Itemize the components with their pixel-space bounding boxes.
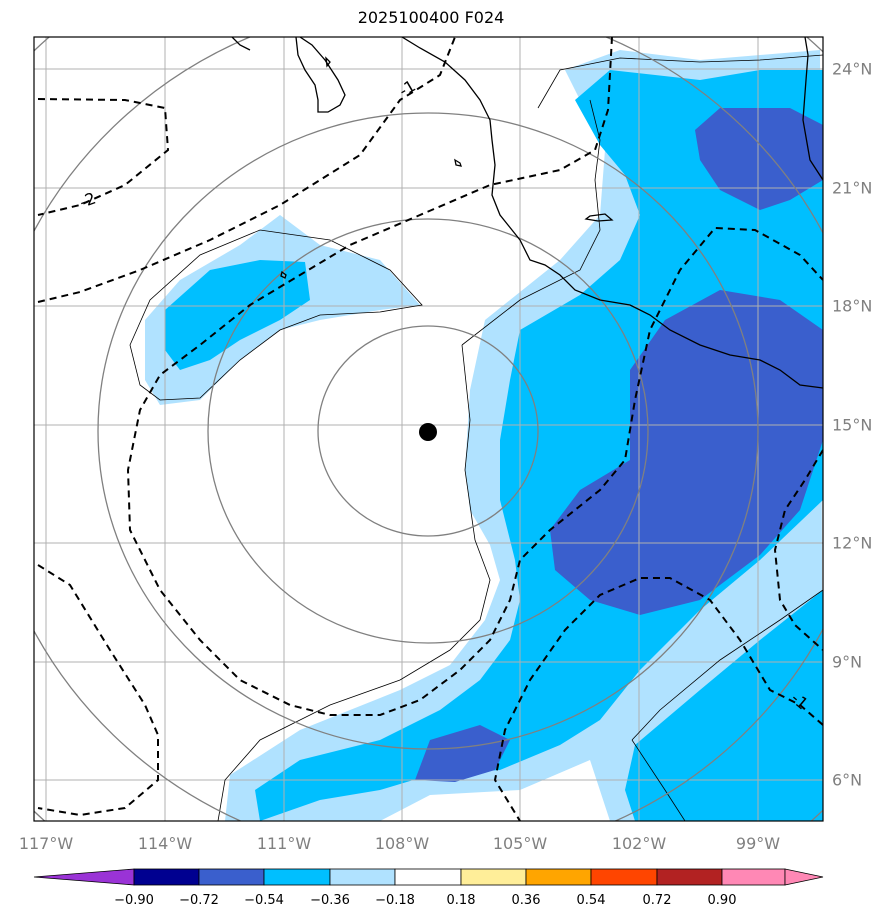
anomaly-fill-dark [415, 108, 823, 782]
colorbar-swatch-10 [721, 868, 786, 886]
contour-label-top: -1 [396, 76, 419, 100]
gridlines [34, 37, 823, 821]
storm-center-marker [419, 423, 437, 441]
colorbar-tick-label: −0.36 [310, 893, 350, 908]
lat-label-24n: 24°N [832, 59, 873, 79]
lon-label-108w: 108°W [374, 834, 430, 853]
colorbar [33, 868, 824, 886]
colorbar-tick-label: −0.72 [179, 893, 219, 908]
colorbar-extend-low [33, 868, 135, 886]
lat-label-21n: 21°N [832, 178, 873, 198]
colorbar-tick-label: 0.18 [446, 893, 476, 908]
lon-label-105w: 105°W [492, 834, 548, 853]
colorbar-tick-label: −0.18 [375, 893, 415, 908]
colorbar-swatch-8 [590, 868, 658, 886]
colorbar-swatch-5 [394, 868, 462, 886]
colorbar-swatch-1 [133, 868, 200, 886]
coastlines [231, 37, 823, 389]
lat-label-12n: 12°N [832, 533, 873, 553]
anomaly-fill-medium [165, 70, 823, 821]
colorbar-swatch-3 [263, 868, 331, 886]
lat-label-9n: 9°N [832, 652, 863, 672]
map-frame [33, 36, 824, 822]
colorbar-extend-high [784, 868, 824, 886]
colorbar-swatch-6 [460, 868, 527, 886]
colorbar-swatch-2 [198, 868, 265, 886]
lon-label-102w: 102°W [611, 834, 667, 853]
colorbar-swatch-9 [656, 868, 723, 886]
lon-label-111w: 111°W [256, 834, 312, 853]
lon-label-114w: 114°W [137, 834, 193, 853]
colorbar-tick-label: −0.90 [114, 893, 154, 908]
anomaly-contour-lines [129, 54, 823, 821]
colorbar-tick-label: 0.90 [707, 893, 737, 908]
lat-label-18n: 18°N [832, 296, 873, 316]
colorbar-tick-label: −0.54 [244, 893, 284, 908]
lon-label-99w: 99°W [735, 834, 781, 853]
colorbar-tick-label: 0.72 [642, 893, 672, 908]
lat-label-6n: 6°N [832, 770, 863, 790]
colorbar-swatch-4 [329, 868, 396, 886]
colorbar-tick-label: 0.54 [576, 893, 606, 908]
contour-label-left: -2 [77, 188, 98, 211]
dashed-contours [37, 37, 823, 821]
map-title: 2025100400 F024 [357, 8, 505, 27]
lat-label-15n: 15°N [832, 415, 873, 435]
lon-label-117w: 117°W [18, 834, 74, 853]
colorbar-tick-label: 0.36 [511, 893, 541, 908]
colorbar-swatch-7 [525, 868, 592, 886]
